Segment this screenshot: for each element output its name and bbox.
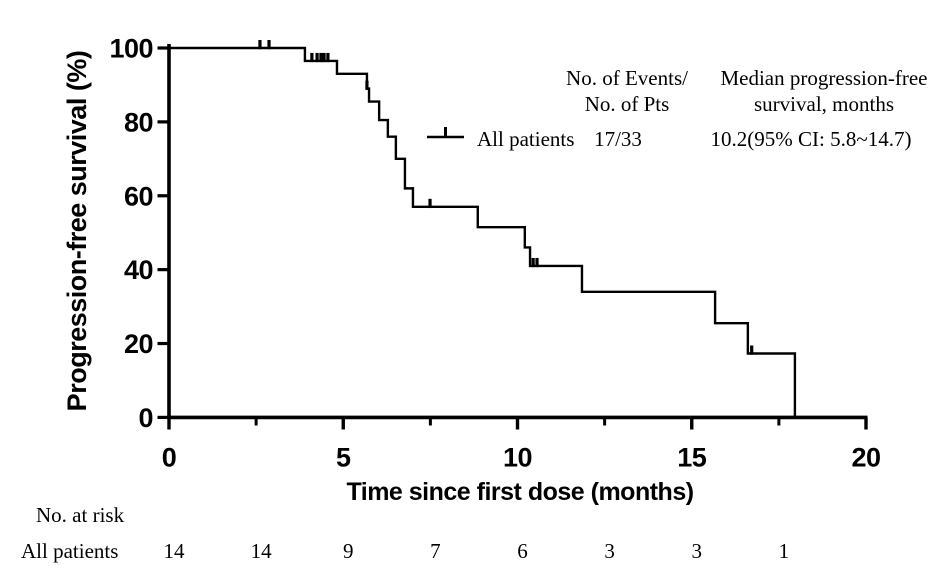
legend: All patients No. of Events/ No. of Pts 1… — [427, 66, 928, 151]
x-tick-label: 15 — [677, 443, 707, 473]
y-tick-label: 0 — [138, 403, 153, 433]
legend-median-header-line2: survival, months — [754, 92, 894, 116]
y-tick-labels: 0 20 40 60 80 100 — [109, 34, 153, 433]
risk-count: 3 — [692, 539, 703, 563]
x-axis-title: Time since first dose (months) — [346, 478, 693, 506]
survival-curve-layer — [169, 40, 797, 418]
x-tick-label: 20 — [851, 443, 880, 473]
legend-events-value: 17/33 — [594, 127, 642, 151]
risk-count: 7 — [430, 539, 441, 563]
x-tick-label: 5 — [336, 443, 351, 473]
risk-count: 14 — [164, 539, 186, 563]
y-axis-title: Progression-free survival (%) — [62, 51, 92, 412]
y-tick-label: 100 — [109, 34, 153, 64]
risk-count: 6 — [517, 539, 528, 563]
legend-events-header-line1: No. of Events/ — [566, 66, 688, 90]
legend-median-value: 10.2(95% CI: 5.8~14.7) — [711, 127, 912, 151]
y-tick-label: 80 — [124, 107, 153, 137]
legend-series-label: All patients — [477, 127, 574, 151]
x-tick-labels: 0 5 10 15 20 — [162, 443, 881, 473]
x-tick-label: 10 — [503, 443, 532, 473]
risk-values: 14 14 9 7 6 3 3 1 — [164, 539, 790, 563]
risk-count: 14 — [251, 539, 273, 563]
risk-count: 3 — [604, 539, 615, 563]
y-tick-label: 60 — [124, 181, 153, 211]
risk-count: 1 — [779, 539, 790, 563]
legend-events-header-line2: No. of Pts — [585, 92, 670, 116]
risk-table-title: No. at risk — [36, 503, 125, 527]
y-tick-label: 20 — [124, 329, 153, 359]
legend-median-header-line1: Median progression-free — [720, 66, 927, 90]
axes — [157, 44, 868, 430]
at-risk-table: No. at risk All patients — [21, 503, 125, 563]
risk-row-label: All patients — [21, 539, 118, 563]
risk-count: 9 — [343, 539, 354, 563]
x-tick-label: 0 — [162, 443, 177, 473]
y-tick-label: 40 — [124, 255, 153, 285]
survival-step-curve — [169, 46, 797, 418]
